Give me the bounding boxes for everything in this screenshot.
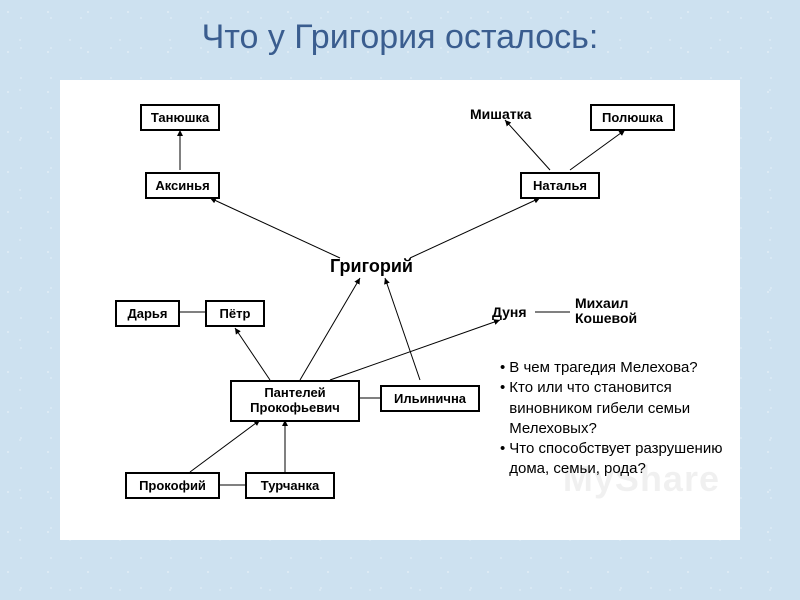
node-pantelei-line2: Прокофьевич bbox=[250, 400, 340, 415]
question-2: •Кто или что становится виновником гибел… bbox=[500, 378, 730, 439]
node-koshevoy-line2: Кошевой bbox=[575, 310, 637, 326]
node-koshevoy-line1: Михаил bbox=[575, 295, 628, 311]
question-3: •Что способствует разрушению дома, семьи… bbox=[500, 439, 730, 480]
node-pantelei-line1: Пантелей bbox=[264, 385, 325, 400]
node-prokofiy: Прокофий bbox=[125, 472, 220, 499]
node-polyushka: Полюшка bbox=[590, 104, 675, 131]
node-turchanka: Турчанка bbox=[245, 472, 335, 499]
questions-box: •В чем трагедия Мелехова? •Кто или что с… bbox=[500, 358, 730, 480]
diagram-panel: MyShare bbox=[60, 80, 740, 540]
node-dunya: Дуня bbox=[492, 304, 527, 320]
page-title: Что у Григория осталось: bbox=[0, 18, 800, 57]
node-petr: Пётр bbox=[205, 300, 265, 327]
node-grigoriy: Григорий bbox=[330, 256, 413, 277]
node-aksinya: Аксинья bbox=[145, 172, 220, 199]
node-darya: Дарья bbox=[115, 300, 180, 327]
node-tanyushka: Танюшка bbox=[140, 104, 220, 131]
node-koshevoy: Михаил Кошевой bbox=[575, 296, 637, 327]
node-natalya: Наталья bbox=[520, 172, 600, 199]
node-pantelei: Пантелей Прокофьевич bbox=[230, 380, 360, 422]
node-ilyinichna: Ильинична bbox=[380, 385, 480, 412]
question-1: •В чем трагедия Мелехова? bbox=[500, 358, 730, 378]
node-mishatka: Мишатка bbox=[470, 106, 531, 122]
